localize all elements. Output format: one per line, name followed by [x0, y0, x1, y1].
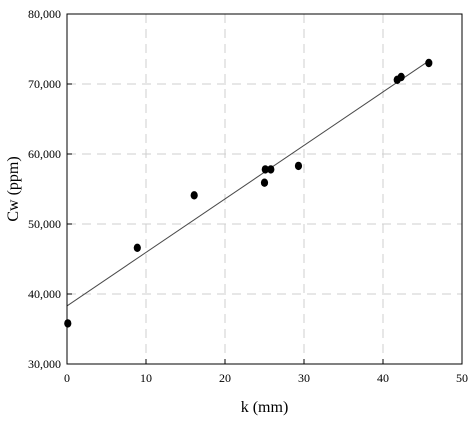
x-tick-label: 30 — [298, 371, 310, 385]
fit-line-layer — [66, 60, 430, 307]
y-tick-label: 50,000 — [28, 217, 61, 231]
ticks-layer: 0 10 20 30 40 50 30,000 40,000 50,000 60,000 70,00… — [28, 7, 468, 385]
x-tick-label: 0 — [64, 371, 70, 385]
y-tick-label: 70,000 — [28, 77, 61, 91]
data-point — [64, 319, 72, 328]
y-tick-label: 80,000 — [28, 7, 61, 21]
data-points-layer — [64, 58, 433, 328]
data-point — [294, 161, 303, 171]
y-tick-label: 60,000 — [28, 147, 61, 161]
x-tick-label: 10 — [140, 371, 152, 385]
data-point — [397, 72, 405, 82]
x-axis-title: k (mm) — [241, 399, 289, 416]
x-tick-label: 40 — [377, 371, 389, 385]
x-tick-label: 20 — [219, 371, 231, 385]
x-tick-label: 50 — [456, 371, 468, 385]
plot-area-frame — [66, 13, 463, 365]
y-axis-title: Cw (ppm) — [5, 156, 22, 221]
fit-line — [66, 60, 430, 307]
data-point — [267, 165, 275, 174]
grid-layer — [67, 14, 462, 364]
y-tick-label: 30,000 — [28, 357, 61, 371]
data-point — [190, 191, 198, 200]
data-point — [133, 243, 141, 252]
data-point — [260, 178, 269, 187]
data-point — [425, 58, 433, 68]
y-tick-label: 40,000 — [28, 287, 61, 301]
data-point — [261, 165, 269, 174]
